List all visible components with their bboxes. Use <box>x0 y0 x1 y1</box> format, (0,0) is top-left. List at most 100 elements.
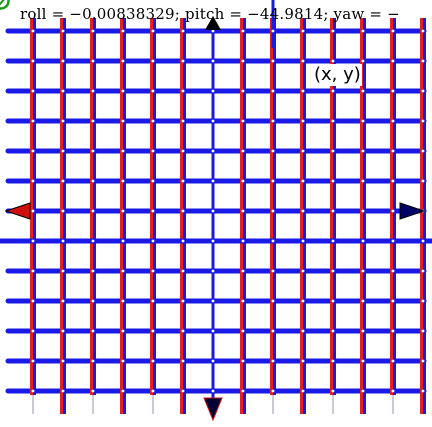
intersection-dot <box>241 359 245 363</box>
intersection-dot <box>91 389 95 393</box>
intersection-dot <box>181 389 185 393</box>
intersection-dot <box>301 119 305 123</box>
intersection-dot <box>61 149 65 153</box>
intersection-dot <box>181 29 185 33</box>
intersection-dot <box>241 89 245 93</box>
intersection-dot <box>361 329 365 333</box>
intersection-dot <box>391 389 395 393</box>
intersection-dot <box>61 389 65 393</box>
bottom-arrow-icon <box>203 397 223 422</box>
intersection-dot <box>121 29 125 33</box>
intersection-dot <box>31 329 35 333</box>
intersection-dot <box>151 119 155 123</box>
intersection-dot <box>241 59 245 63</box>
intersection-dot <box>361 119 365 123</box>
intersection-dot <box>241 239 245 243</box>
intersection-dot <box>271 89 275 93</box>
intersection-dot <box>331 59 335 63</box>
intersection-dot <box>271 239 275 243</box>
intersection-dot <box>61 89 65 93</box>
intersection-dot <box>391 59 395 63</box>
intersection-dot <box>421 269 425 273</box>
intersection-dot <box>361 299 365 303</box>
intersection-dot <box>271 149 275 153</box>
intersection-dot <box>271 59 275 63</box>
intersection-dot <box>151 269 155 273</box>
left-arrow-icon <box>4 202 31 220</box>
intersection-dot <box>31 209 35 213</box>
intersection-dot <box>331 299 335 303</box>
intersection-dot <box>241 29 245 33</box>
intersection-dot <box>301 239 305 243</box>
intersection-dot <box>91 209 95 213</box>
intersection-dot <box>61 29 65 33</box>
intersection-dot <box>31 179 35 183</box>
intersection-dot <box>151 329 155 333</box>
intersection-dot <box>331 329 335 333</box>
intersection-dot <box>391 89 395 93</box>
intersection-dot <box>271 29 275 33</box>
intersection-dot <box>271 209 275 213</box>
intersection-dot <box>181 209 185 213</box>
intersection-dot <box>211 239 215 243</box>
intersection-dot <box>181 179 185 183</box>
intersection-dot <box>91 299 95 303</box>
intersection-dot <box>301 389 305 393</box>
check-circle-icon <box>0 0 10 10</box>
intersection-dot <box>271 299 275 303</box>
intersection-dot <box>331 359 335 363</box>
intersection-dot <box>181 239 185 243</box>
point-coordinate-label: (x, y) <box>313 64 362 86</box>
intersection-dot <box>211 359 215 363</box>
intersection-dot <box>151 149 155 153</box>
intersection-dot <box>121 269 125 273</box>
intersection-dot <box>301 149 305 153</box>
intersection-dot <box>391 179 395 183</box>
intersection-dot <box>361 29 365 33</box>
intersection-dot <box>301 89 305 93</box>
intersection-dot <box>271 269 275 273</box>
intersection-dot <box>301 299 305 303</box>
intersection-dot <box>241 329 245 333</box>
intersection-dot <box>331 29 335 33</box>
intersection-dot <box>31 89 35 93</box>
intersection-dot <box>391 119 395 123</box>
intersection-dot <box>391 29 395 33</box>
intersection-dot <box>211 389 215 393</box>
intersection-dot <box>241 299 245 303</box>
intersection-dot <box>331 149 335 153</box>
intersection-dot <box>391 209 395 213</box>
intersection-dot <box>391 299 395 303</box>
intersection-dot <box>31 59 35 63</box>
intersection-dot <box>211 269 215 273</box>
intersection-dot <box>241 149 245 153</box>
intersection-dot <box>361 59 365 63</box>
intersection-dot <box>61 239 65 243</box>
intersection-dot <box>181 329 185 333</box>
intersection-dot <box>421 119 425 123</box>
intersection-dot <box>61 179 65 183</box>
right-arrow-icon <box>399 202 426 220</box>
intersection-dot <box>241 119 245 123</box>
intersection-dot <box>121 149 125 153</box>
intersection-dot <box>181 149 185 153</box>
intersection-dot <box>31 359 35 363</box>
intersection-dot <box>121 209 125 213</box>
intersection-dot <box>391 149 395 153</box>
horizontal-grid-lines <box>5 28 427 394</box>
intersection-dot <box>121 89 125 93</box>
intersection-dot <box>91 149 95 153</box>
intersection-dot <box>121 299 125 303</box>
intersection-dot <box>361 89 365 93</box>
intersection-dot <box>151 359 155 363</box>
intersection-dot <box>61 119 65 123</box>
intersection-dot <box>181 89 185 93</box>
intersection-dot <box>91 329 95 333</box>
intersection-dot <box>331 89 335 93</box>
intersection-dot <box>421 29 425 33</box>
intersection-dots <box>31 29 425 393</box>
intersection-dot <box>181 299 185 303</box>
intersection-dot <box>121 59 125 63</box>
intersection-dot <box>301 329 305 333</box>
